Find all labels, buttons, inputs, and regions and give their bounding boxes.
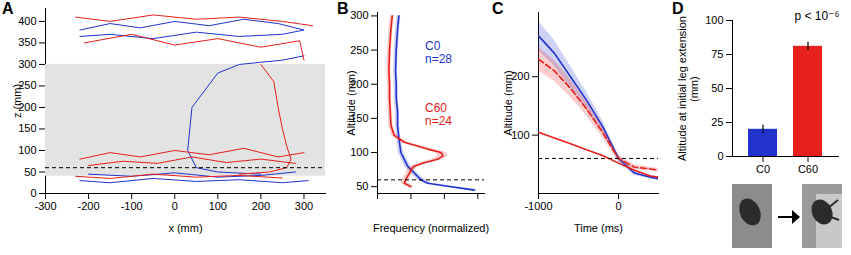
svg-text:-200: -200 xyxy=(78,200,100,212)
svg-text:100: 100 xyxy=(18,144,36,156)
svg-text:200: 200 xyxy=(18,101,37,113)
svg-text:300: 300 xyxy=(18,58,36,70)
svg-text:50: 50 xyxy=(356,180,368,192)
svg-text:75: 75 xyxy=(711,48,723,60)
svg-text:250: 250 xyxy=(18,79,37,92)
svg-text:300: 300 xyxy=(295,200,313,212)
svg-text:Altitude (mm): Altitude (mm) xyxy=(345,70,357,135)
svg-text:400: 400 xyxy=(18,15,36,27)
svg-text:200: 200 xyxy=(511,70,530,83)
svg-text:-300: -300 xyxy=(34,200,56,212)
html-text:n=24: n=24 xyxy=(425,114,452,128)
svg-text:z (mm): z (mm) xyxy=(11,84,23,118)
html-text:n=28: n=28 xyxy=(425,52,452,66)
svg-text:Frequency (normalized): Frequency (normalized) xyxy=(373,222,489,234)
svg-text:100: 100 xyxy=(350,146,368,158)
html-text:B: B xyxy=(337,0,349,17)
svg-text:100: 100 xyxy=(511,128,530,141)
html-text:C60: C60 xyxy=(425,101,447,115)
html-text:D: D xyxy=(672,0,684,17)
svg-text:-1000: -1000 xyxy=(524,200,552,212)
svg-text:50: 50 xyxy=(24,166,36,178)
svg-text:50: 50 xyxy=(711,82,723,94)
svg-text:200: 200 xyxy=(350,77,369,90)
html-text:C0: C0 xyxy=(425,39,441,53)
svg-text:Time (ms): Time (ms) xyxy=(574,222,623,234)
svg-text:0: 0 xyxy=(30,187,36,199)
svg-text:C0: C0 xyxy=(756,163,770,175)
svg-text:p < 10⁻⁶: p < 10⁻⁶ xyxy=(795,9,840,23)
html-text:A: A xyxy=(2,0,14,17)
svg-text:0: 0 xyxy=(615,200,621,212)
svg-text:150: 150 xyxy=(18,122,36,134)
svg-text:-100: -100 xyxy=(121,200,143,212)
svg-text:25: 25 xyxy=(711,116,723,128)
svg-text:0: 0 xyxy=(172,200,178,212)
svg-text:C60: C60 xyxy=(798,163,818,175)
html-text:C: C xyxy=(492,0,504,17)
svg-text:300: 300 xyxy=(350,9,368,21)
svg-text:100: 100 xyxy=(209,200,227,212)
svg-text:250: 250 xyxy=(350,44,368,56)
svg-text:Altitude (mm): Altitude (mm) xyxy=(502,70,514,135)
html-text:Altitude at initial leg extens: Altitude at initial leg extension (mm) xyxy=(676,16,700,162)
svg-text:150: 150 xyxy=(350,111,369,124)
svg-text:100: 100 xyxy=(705,14,723,26)
svg-text:200: 200 xyxy=(252,200,270,212)
svg-text:x (mm): x (mm) xyxy=(168,222,202,234)
svg-text:0: 0 xyxy=(717,150,723,162)
svg-text:350: 350 xyxy=(18,36,36,48)
